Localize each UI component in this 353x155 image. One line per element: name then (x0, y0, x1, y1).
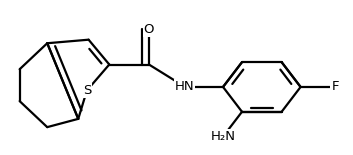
Text: O: O (144, 23, 154, 35)
Text: HN: HN (175, 80, 194, 93)
Text: S: S (83, 84, 91, 97)
Text: H₂N: H₂N (210, 130, 235, 143)
Text: F: F (331, 80, 339, 93)
